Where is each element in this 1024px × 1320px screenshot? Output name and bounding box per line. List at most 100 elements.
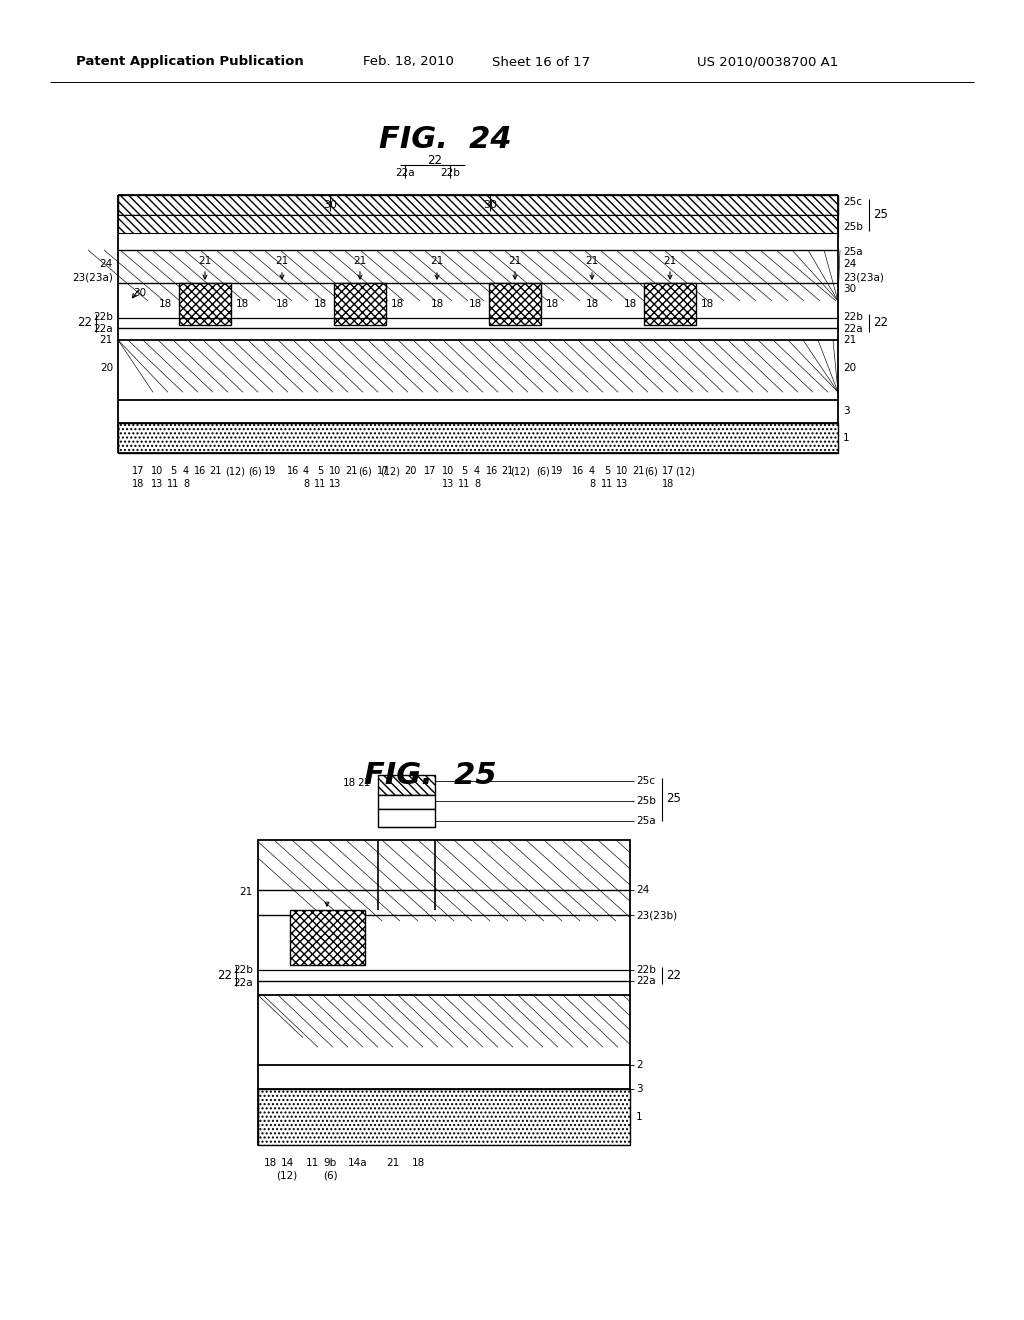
- Text: 21: 21: [632, 466, 644, 477]
- Text: 22: 22: [77, 317, 92, 330]
- Text: Patent Application Publication: Patent Application Publication: [76, 55, 304, 69]
- Text: 8: 8: [303, 479, 309, 488]
- Bar: [258, 1089, 630, 1144]
- Text: 30: 30: [843, 284, 856, 294]
- Text: 10: 10: [615, 466, 628, 477]
- Text: 22b: 22b: [93, 312, 113, 322]
- Text: 25a: 25a: [636, 816, 655, 826]
- Text: 8: 8: [589, 479, 595, 488]
- Text: 18: 18: [662, 479, 674, 488]
- Bar: [118, 195, 838, 215]
- Text: US 2010/0038700 A1: US 2010/0038700 A1: [697, 55, 839, 69]
- Text: 17: 17: [132, 466, 144, 477]
- Text: 3: 3: [843, 407, 850, 417]
- Text: 21: 21: [240, 887, 253, 898]
- Text: 22: 22: [666, 969, 681, 982]
- Text: 4: 4: [474, 466, 480, 477]
- Text: (6): (6): [644, 466, 657, 477]
- Text: 23(23a): 23(23a): [72, 273, 113, 282]
- Text: 21: 21: [586, 256, 599, 267]
- Text: 18: 18: [624, 300, 637, 309]
- Text: 8: 8: [474, 479, 480, 488]
- Text: 4: 4: [589, 466, 595, 477]
- Text: 21: 21: [209, 466, 221, 477]
- Text: (6): (6): [323, 1171, 337, 1181]
- Text: 22: 22: [217, 969, 232, 982]
- Text: 21: 21: [501, 466, 513, 477]
- Text: 14a: 14a: [348, 1158, 368, 1168]
- Text: 22b: 22b: [440, 168, 460, 178]
- Text: 24: 24: [636, 884, 649, 895]
- Bar: [378, 775, 435, 795]
- Text: 16: 16: [485, 466, 498, 477]
- Text: 21: 21: [99, 335, 113, 345]
- Text: 21: 21: [843, 335, 856, 345]
- Text: 20: 20: [843, 363, 856, 374]
- Bar: [118, 422, 838, 453]
- Text: 8: 8: [183, 479, 189, 488]
- Text: 22b: 22b: [636, 965, 656, 975]
- Text: Feb. 18, 2010: Feb. 18, 2010: [362, 55, 454, 69]
- Bar: [179, 282, 231, 325]
- Bar: [334, 282, 386, 325]
- Text: 25a: 25a: [843, 247, 862, 257]
- Text: 25b: 25b: [636, 796, 656, 807]
- Bar: [290, 909, 365, 965]
- Text: 21: 21: [356, 777, 370, 788]
- Text: 18: 18: [236, 300, 249, 309]
- Text: 1: 1: [843, 433, 850, 444]
- Text: (6): (6): [358, 466, 372, 477]
- Text: 18: 18: [275, 300, 289, 309]
- Text: 9b: 9b: [324, 1158, 337, 1168]
- Text: 18: 18: [132, 479, 144, 488]
- Text: 18: 18: [391, 300, 404, 309]
- Text: 5: 5: [316, 466, 324, 477]
- Text: 22b: 22b: [843, 312, 863, 322]
- Text: 21: 21: [664, 256, 677, 267]
- Text: (12): (12): [380, 466, 400, 477]
- Text: 18: 18: [343, 777, 356, 788]
- Text: 14: 14: [281, 1158, 294, 1168]
- Text: 30: 30: [133, 288, 146, 298]
- Text: 19: 19: [264, 466, 276, 477]
- Text: FIG.  25: FIG. 25: [364, 760, 497, 789]
- Text: 18: 18: [263, 1158, 276, 1168]
- Bar: [378, 809, 435, 828]
- Text: 21: 21: [386, 1158, 399, 1168]
- Text: 21: 21: [430, 256, 443, 267]
- Text: (12): (12): [510, 466, 530, 477]
- Text: 10: 10: [151, 466, 163, 477]
- Text: 18: 18: [546, 300, 559, 309]
- Text: 25: 25: [873, 207, 888, 220]
- Text: 25c: 25c: [636, 776, 655, 785]
- Text: (6): (6): [248, 466, 262, 477]
- Text: 17: 17: [662, 466, 674, 477]
- Text: 18: 18: [469, 300, 482, 309]
- Bar: [644, 282, 696, 325]
- Text: 10: 10: [442, 466, 454, 477]
- Text: Sheet 16 of 17: Sheet 16 of 17: [492, 55, 590, 69]
- Text: 17: 17: [424, 466, 436, 477]
- Text: 21: 21: [345, 466, 357, 477]
- Text: 18: 18: [159, 300, 172, 309]
- Text: 25: 25: [666, 792, 681, 805]
- Text: 2: 2: [636, 1060, 643, 1071]
- Text: 13: 13: [615, 479, 628, 488]
- Text: 22a: 22a: [233, 978, 253, 987]
- Text: 4: 4: [183, 466, 189, 477]
- Text: 22: 22: [427, 153, 442, 166]
- Text: 20: 20: [403, 466, 416, 477]
- Text: 16: 16: [194, 466, 206, 477]
- Text: 5: 5: [461, 466, 467, 477]
- Text: 25c: 25c: [843, 197, 862, 207]
- Text: 11: 11: [167, 479, 179, 488]
- Text: 20: 20: [100, 363, 113, 374]
- Text: 21: 21: [353, 256, 367, 267]
- Text: 3: 3: [636, 1084, 643, 1094]
- Text: 5: 5: [170, 466, 176, 477]
- Text: 22b: 22b: [233, 965, 253, 975]
- Text: 17: 17: [377, 466, 389, 477]
- Text: 30: 30: [483, 201, 497, 210]
- Bar: [378, 795, 435, 809]
- Text: 23(23a): 23(23a): [843, 273, 884, 282]
